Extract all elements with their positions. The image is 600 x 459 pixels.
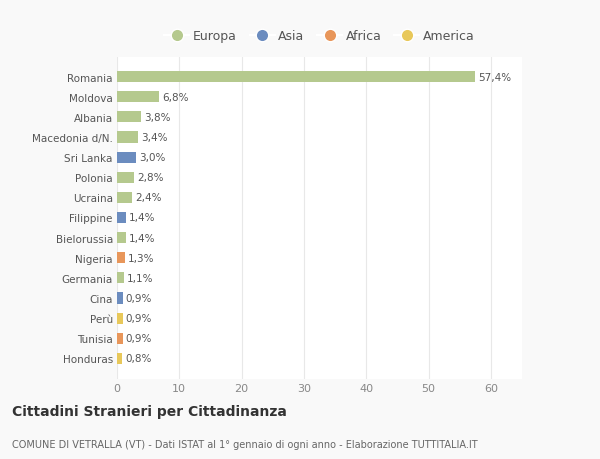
Bar xyxy=(117,273,124,284)
Text: 1,4%: 1,4% xyxy=(129,213,155,223)
Bar xyxy=(117,112,140,123)
Text: 0,9%: 0,9% xyxy=(126,293,152,303)
Text: 1,4%: 1,4% xyxy=(129,233,155,243)
Text: COMUNE DI VETRALLA (VT) - Dati ISTAT al 1° gennaio di ogni anno - Elaborazione T: COMUNE DI VETRALLA (VT) - Dati ISTAT al … xyxy=(12,440,478,449)
Legend: Europa, Asia, Africa, America: Europa, Asia, Africa, America xyxy=(160,25,479,48)
Bar xyxy=(117,213,126,224)
Text: 1,3%: 1,3% xyxy=(128,253,155,263)
Text: 0,9%: 0,9% xyxy=(126,313,152,324)
Bar xyxy=(117,233,126,244)
Text: 3,8%: 3,8% xyxy=(144,112,170,123)
Bar xyxy=(117,333,122,344)
Text: 2,8%: 2,8% xyxy=(137,173,164,183)
Text: Cittadini Stranieri per Cittadinanza: Cittadini Stranieri per Cittadinanza xyxy=(12,404,287,419)
Bar xyxy=(117,313,122,324)
Bar xyxy=(117,72,475,83)
Bar xyxy=(117,132,138,143)
Text: 0,9%: 0,9% xyxy=(126,334,152,343)
Bar xyxy=(117,293,122,304)
Bar xyxy=(117,252,125,264)
Bar xyxy=(117,353,122,364)
Text: 0,8%: 0,8% xyxy=(125,353,151,364)
Text: 1,1%: 1,1% xyxy=(127,273,154,283)
Text: 2,4%: 2,4% xyxy=(135,193,161,203)
Text: 3,4%: 3,4% xyxy=(142,133,168,143)
Text: 3,0%: 3,0% xyxy=(139,153,165,163)
Text: 57,4%: 57,4% xyxy=(478,73,511,83)
Bar xyxy=(117,152,136,163)
Bar xyxy=(117,92,160,103)
Bar xyxy=(117,192,132,203)
Text: 6,8%: 6,8% xyxy=(163,93,189,102)
Bar xyxy=(117,172,134,184)
